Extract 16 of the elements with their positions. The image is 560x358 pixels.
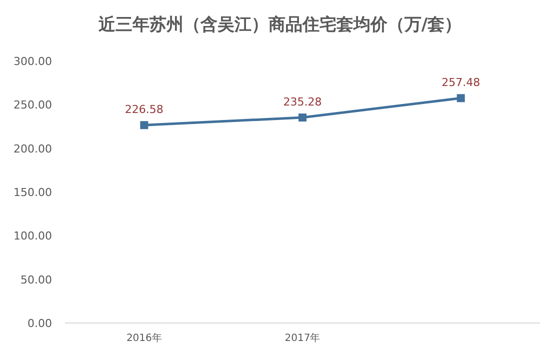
y-tick-label: 200.00 xyxy=(14,142,52,156)
x-tick-label: 2017年 xyxy=(284,332,320,344)
y-tick-label: 0.00 xyxy=(28,317,52,330)
point xyxy=(298,114,306,122)
y-tick-label: 100.00 xyxy=(14,230,52,243)
y-tick-label: 50.00 xyxy=(20,273,52,286)
point xyxy=(140,121,148,130)
y-tick-label: 150.00 xyxy=(14,186,52,199)
y-tick-label: 300.00 xyxy=(14,55,52,68)
y-tick-label: 250.00 xyxy=(14,98,52,112)
point xyxy=(456,94,465,102)
data-label: 235.28 xyxy=(283,96,322,109)
data-label: 257.48 xyxy=(442,76,480,90)
x-tick-label: 2016年 xyxy=(126,332,162,344)
chart-title: 近三年苏州（含吴江）商品住宅套均价（万/套） xyxy=(97,15,462,35)
data-label: 226.58 xyxy=(124,103,164,116)
